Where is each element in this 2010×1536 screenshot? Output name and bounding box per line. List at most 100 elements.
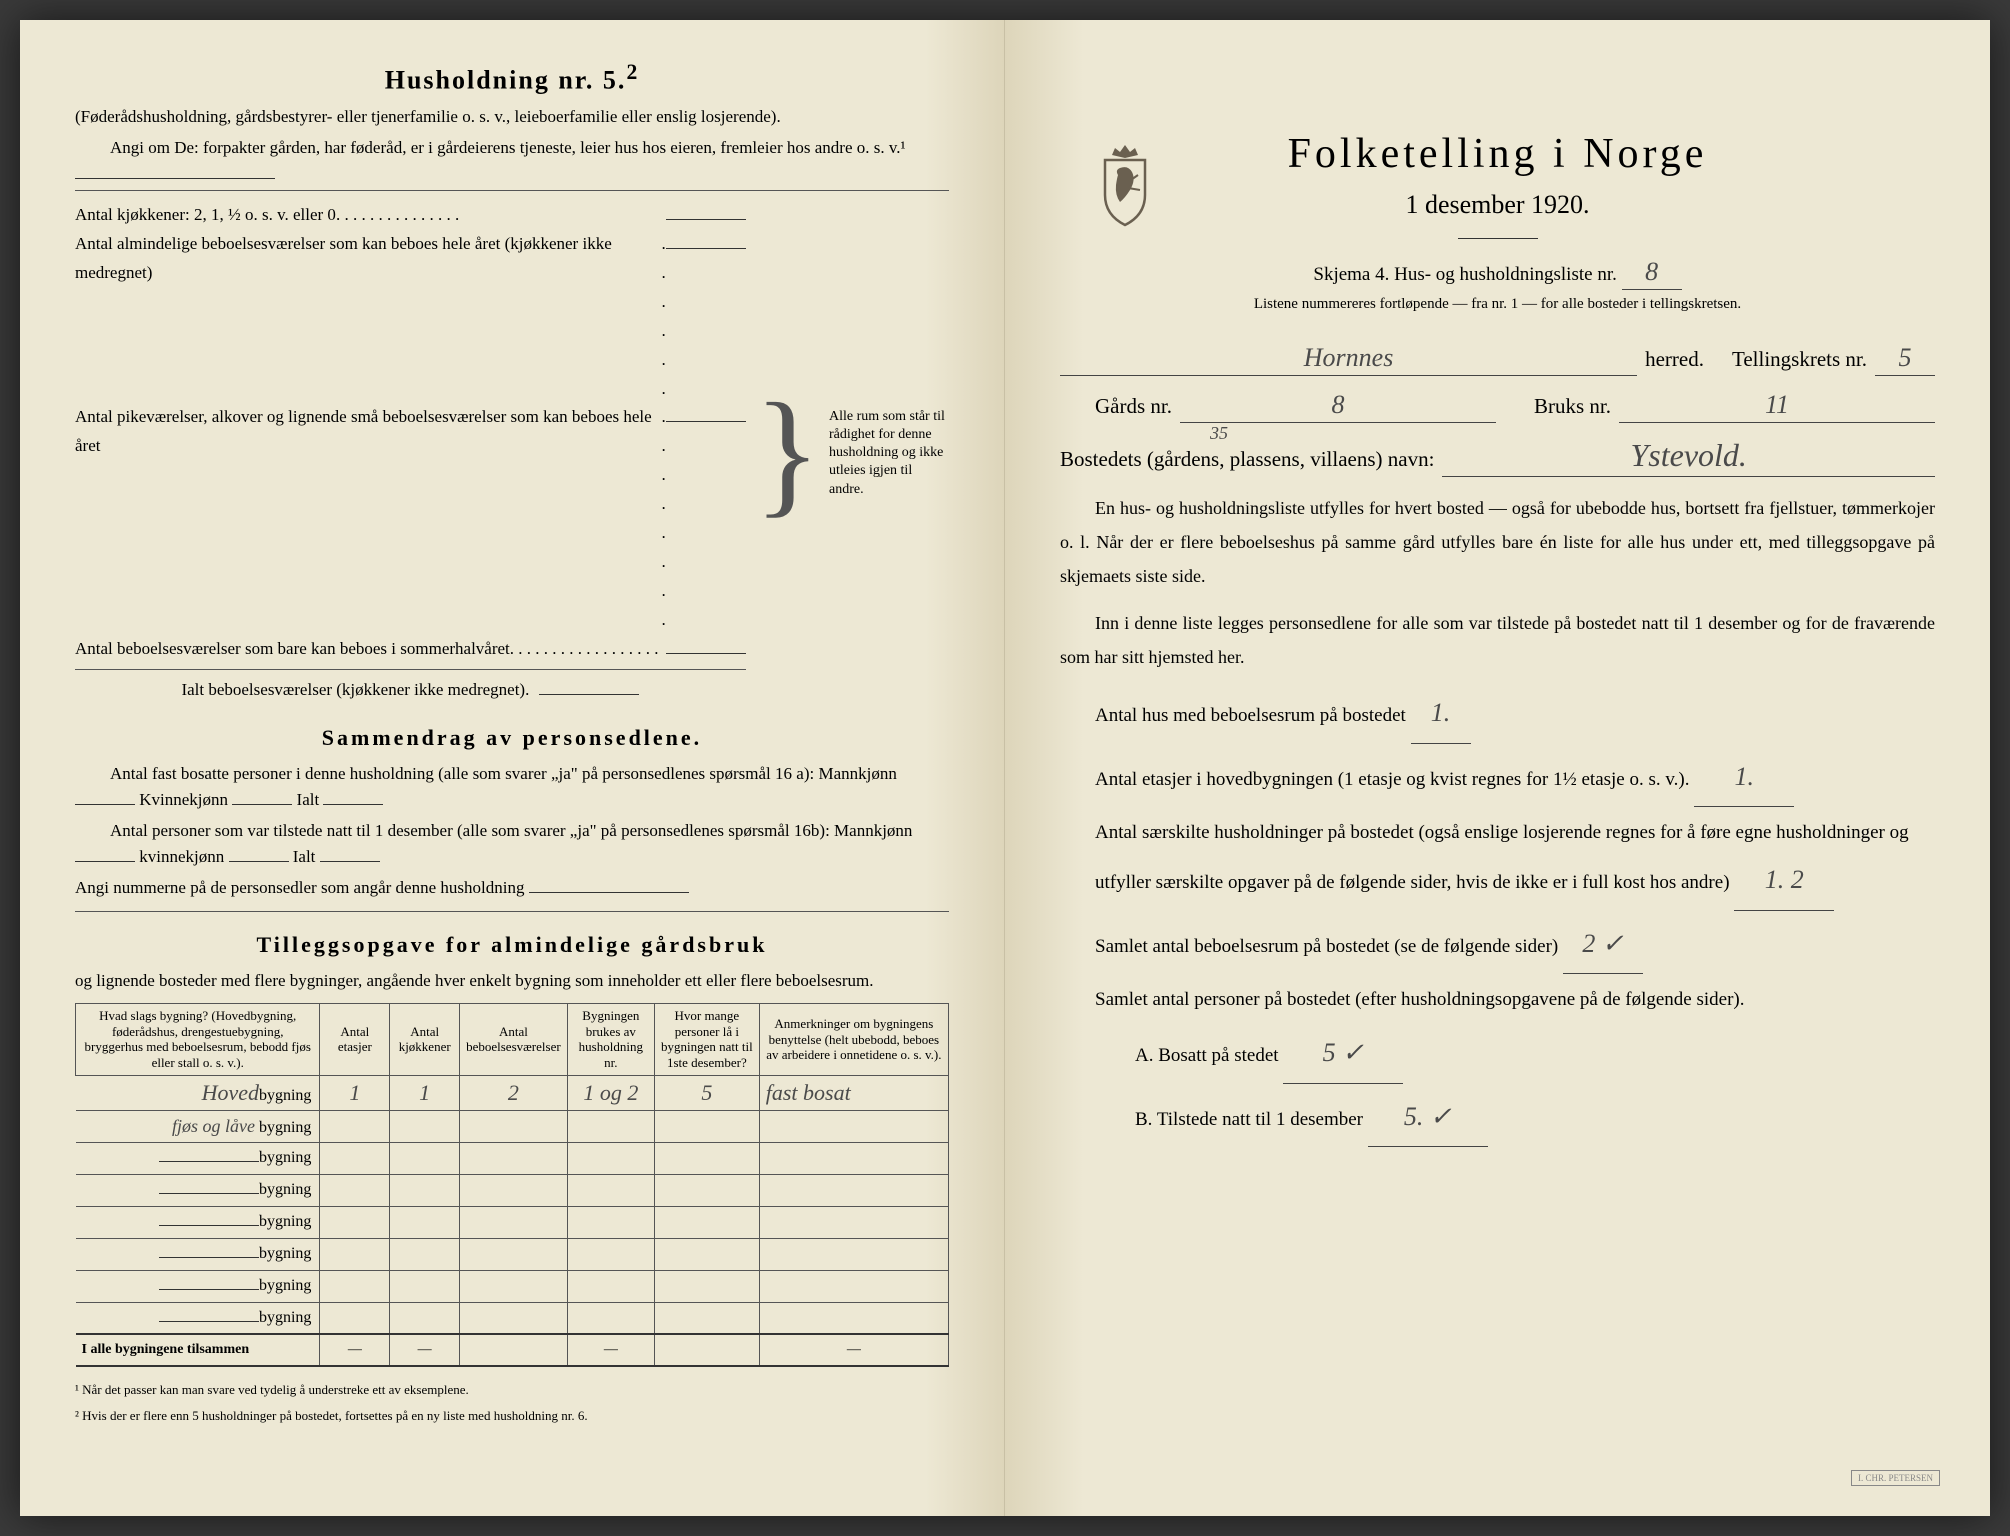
herred-line: Hornnes herred. Tellingskrets nr. 5 [1060,343,1935,376]
ialt-row: Ialt beboelsesværelser (kjøkkener ikke m… [75,676,746,705]
tillegg-sub: og lignende bosteder med flere bygninger… [75,968,949,994]
s2-blank1 [75,861,135,862]
kjokkener-row: Antal kjøkkener: 2, 1, ½ o. s. v. eller … [75,201,746,230]
sammendrag-2: Antal personer som var tilstede natt til… [75,818,949,869]
kj-blank [666,219,746,220]
para-1: En hus- og husholdningsliste utfylles fo… [1060,491,1935,594]
gard-value: 8 [1332,390,1345,419]
rule-2 [75,669,746,670]
fjos-hand: fjøs og låve [172,1116,255,1136]
heading-sup: 2 [626,60,639,84]
s1c-text: Ialt [297,790,320,809]
bygning-8: bygning [259,1309,311,1326]
sammendrag-heading: Sammendrag av personsedlene. [75,725,949,751]
subhead-2: Angi om De: forpakter gården, har føderå… [75,135,949,186]
q4-value: 2 ✓ [1563,917,1643,975]
building-table: Hvad slags bygning? (Hovedbygning, føder… [75,1003,949,1367]
q2-label: Antal etasjer i hovedbygningen (1 etasje… [1095,769,1689,790]
room-row-3: Antal beboelsesværelser som bare kan beb… [75,635,746,664]
qB-value: 5. ✓ [1368,1090,1488,1148]
room-row-1: Antal almindelige beboelsesværelser som … [75,230,746,403]
rooms-left: Antal kjøkkener: 2, 1, ½ o. s. v. eller … [75,201,746,705]
r1c5: 5 [654,1075,759,1110]
s1-blank2 [232,804,292,805]
krets-value: 5 [1875,343,1935,376]
row-label-2: fjøs og låve bygning [76,1110,320,1142]
skjema-value: 8 [1622,257,1682,290]
row-label-5: bygning [76,1206,320,1238]
sum-dash-2: — [390,1334,460,1366]
bygning-4: bygning [259,1181,311,1198]
subhead-1: (Føderådshusholdning, gårdsbestyrer- ell… [75,104,949,130]
rule [75,190,949,191]
left-heading: Husholdning nr. 5.2 [75,60,949,96]
qA-line: A. Bosatt på stedet 5 ✓ [1135,1026,1935,1084]
table-row: bygning [76,1270,949,1302]
coat-of-arms-icon [1090,140,1160,230]
bygning-1: bygning [259,1087,311,1104]
table-sum-row: I alle bygningene tilsammen — — — — [76,1334,949,1366]
krets-label: Tellingskrets nr. [1732,347,1867,372]
footnote-2: ² Hvis der er flere enn 5 husholdninger … [75,1407,949,1425]
heading-text: Husholdning nr. 5. [385,66,627,95]
ialt-blank [539,694,639,695]
gard-label: Gårds nr. [1095,394,1172,419]
row-label-6: bygning [76,1238,320,1270]
row-label-3: bygning [76,1142,320,1174]
herred-label: herred. [1645,347,1704,372]
s1-blank3 [323,804,383,805]
row-label-1: Hovedbygning [76,1075,320,1110]
q3-value: 1. 2 [1734,853,1834,911]
sum-dash-4: — [759,1334,948,1366]
r1c2: 1 [390,1075,460,1110]
skjema-label: Skjema 4. Hus- og husholdningsliste nr. [1313,264,1616,285]
skjema-line: Skjema 4. Hus- og husholdningsliste nr. … [1060,257,1935,290]
title-date: 1 desember 1920. [1060,190,1935,220]
tillegg-heading: Tilleggsopgave for almindelige gårdsbruk [75,932,949,958]
th-0: Hvad slags bygning? (Hovedbygning, føder… [76,1004,320,1075]
row-label-7: bygning [76,1270,320,1302]
subhead-2-text: Angi om De: forpakter gården, har føderå… [110,138,906,157]
bygning-6: bygning [259,1245,311,1262]
table-head: Hvad slags bygning? (Hovedbygning, føder… [76,1004,949,1075]
th-1: Antal etasjer [320,1004,390,1075]
q4-label: Samlet antal beboelsesrum på bostedet (s… [1095,936,1558,957]
q2-line: Antal etasjer i hovedbygningen (1 etasje… [1095,750,1935,808]
brace-glyph: } [754,397,821,509]
herred-value: Hornnes [1060,343,1637,376]
rooms-block: Antal kjøkkener: 2, 1, ½ o. s. v. eller … [75,201,949,705]
bruk-label: Bruks nr. [1534,394,1611,419]
sammendrag-3: Angi nummerne på de personsedler som ang… [75,875,949,901]
table-row: bygning [76,1174,949,1206]
bruk-value: 11 [1619,390,1935,423]
th-4: Bygningen brukes av husholdning nr. [567,1004,654,1075]
s2b-text: kvinnekjønn [139,847,224,866]
kj-label: Antal kjøkkener: 2, 1, ½ o. s. v. eller … [75,201,336,230]
th-6: Anmerkninger om bygningens benyttelse (h… [759,1004,948,1075]
para-2-text: Inn i denne liste legges personsedlene f… [1060,606,1935,674]
rule-3 [75,911,949,912]
bygning-2: bygning [259,1119,311,1136]
bygning-3: bygning [259,1149,311,1166]
printer-stamp: I. CHR. PETERSEN [1851,1470,1940,1486]
sum-dash-3: — [567,1334,654,1366]
room-1-label: Antal almindelige beboelsesværelser som … [75,230,662,288]
room-1-blank [666,248,746,249]
s1-blank1 [75,804,135,805]
row-label-4: bygning [76,1174,320,1206]
qB-line: B. Tilstede natt til 1 desember 5. ✓ [1135,1090,1935,1148]
para-1-text: En hus- og husholdningsliste utfylles fo… [1060,491,1935,594]
q1-value: 1. [1411,686,1471,744]
row-label-8: bygning [76,1302,320,1334]
table-row: fjøs og låve bygning [76,1110,949,1142]
table-row: bygning [76,1142,949,1174]
q1-line: Antal hus med beboelsesrum på bostedet 1… [1095,686,1935,744]
s2-blank2 [229,861,289,862]
s1-text: Antal fast bosatte personer i denne hush… [110,764,897,783]
s3-text: Angi nummerne på de personsedler som ang… [75,878,524,897]
room-2-blank [666,421,746,422]
s1b-text: Kvinnekjønn [139,790,228,809]
room-row-2: Antal pikeværelser, alkover og lignende … [75,403,746,634]
sammendrag-1: Antal fast bosatte personer i denne hush… [75,761,949,812]
gard-value-2: 35 [1210,423,1228,444]
